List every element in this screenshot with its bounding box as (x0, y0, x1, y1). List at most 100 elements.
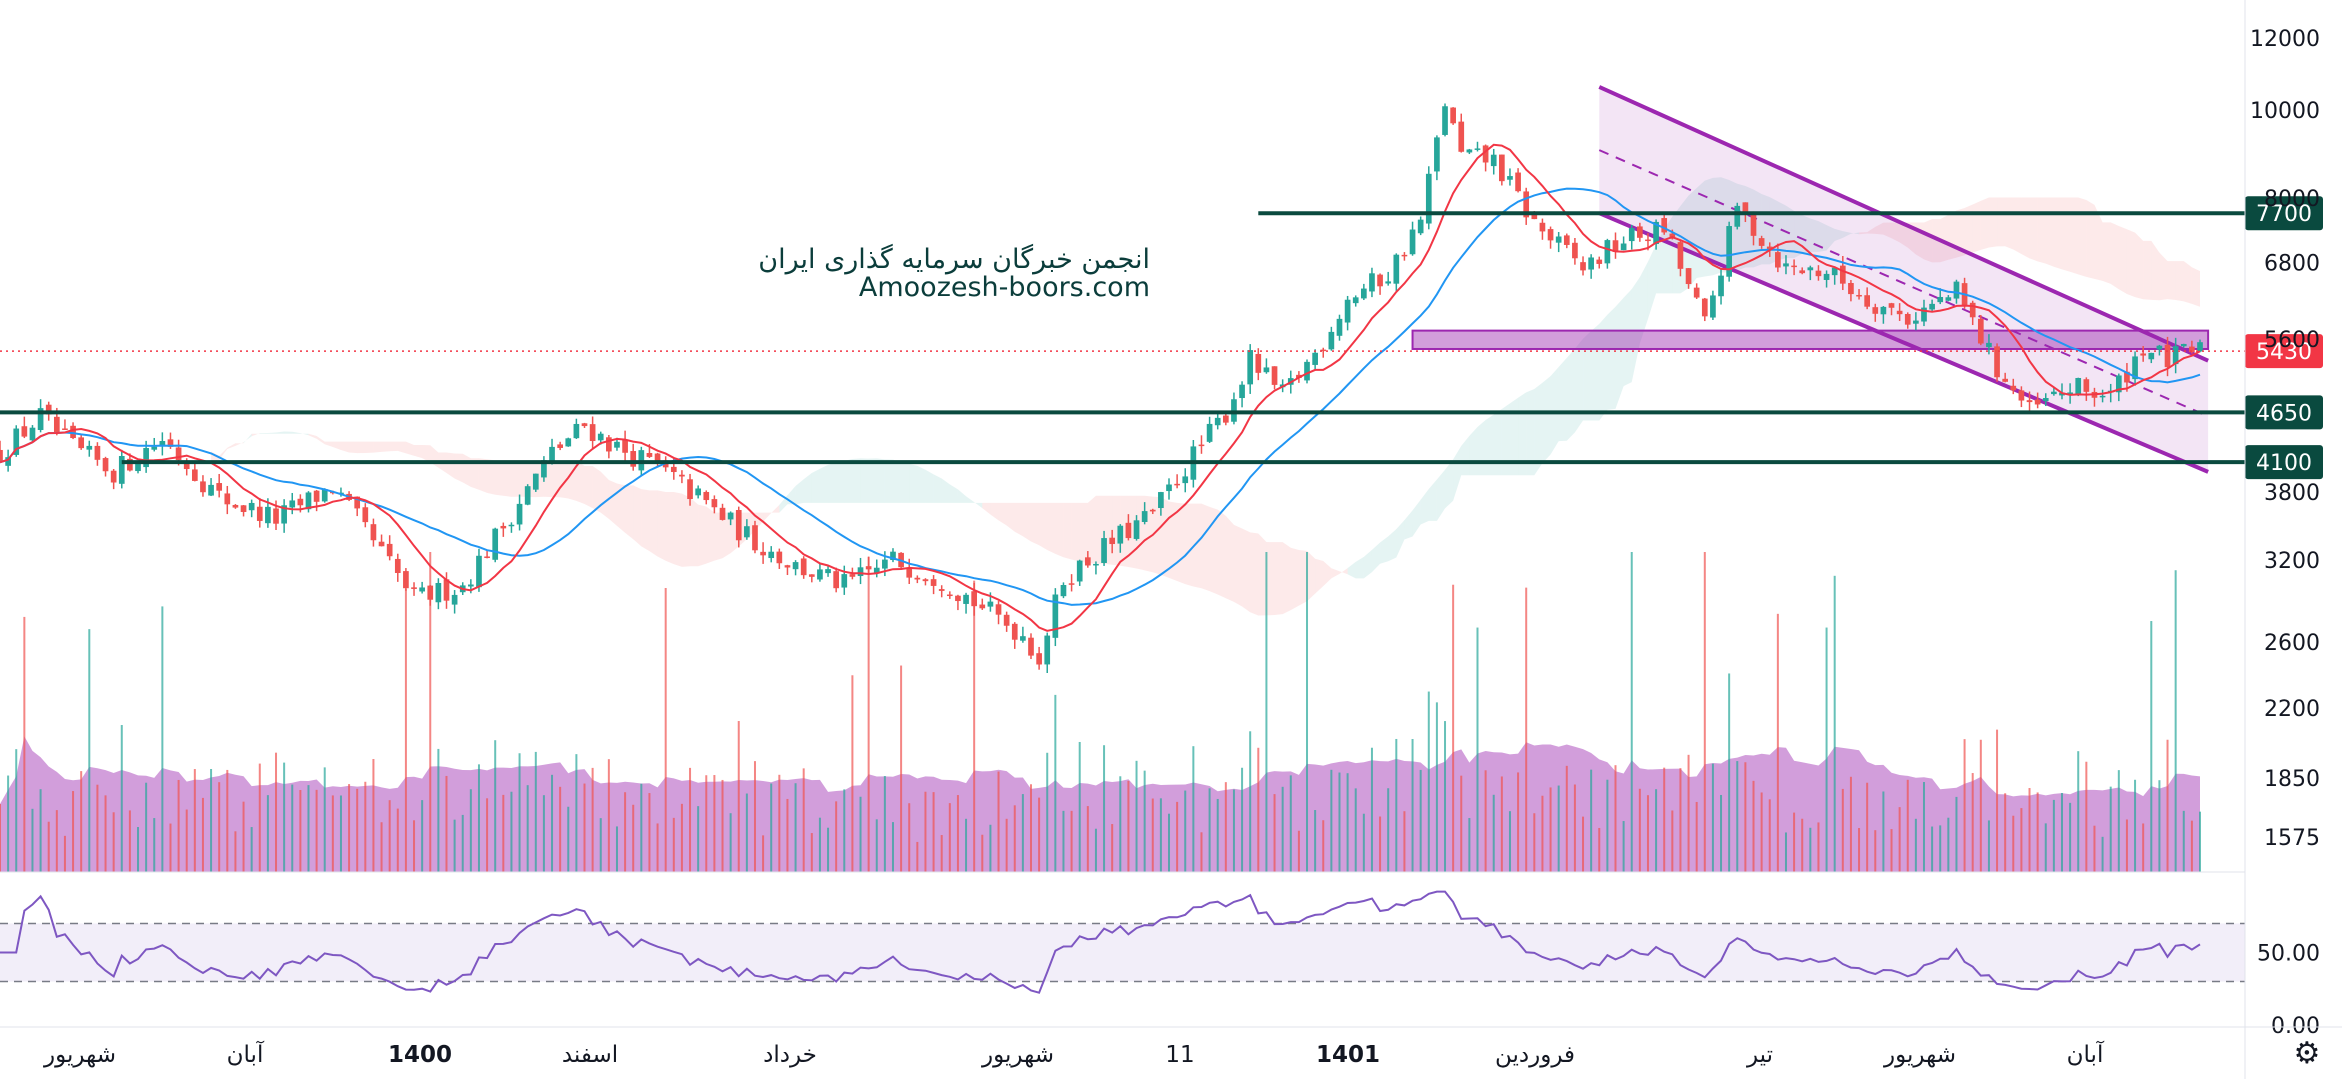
volume-bar (2093, 825, 2096, 872)
volume-bar (453, 819, 456, 872)
cloud-segment (1826, 225, 1835, 251)
candle-body (1864, 295, 1870, 307)
cloud-segment (860, 458, 869, 503)
volume-bar (1208, 788, 1211, 872)
cloud-segment (1891, 222, 1900, 243)
volume-bar (1297, 830, 1300, 872)
volume-pane (0, 552, 2201, 872)
candle-body (1198, 444, 1205, 447)
volume-bar (210, 768, 213, 872)
candle-body (1839, 265, 1846, 284)
volume-bar (1801, 818, 1804, 872)
candle-body (175, 447, 182, 461)
candle-body (679, 474, 685, 477)
candle-body (1986, 342, 1992, 348)
cloud-segment (1493, 408, 1502, 476)
candle-body (1685, 268, 1692, 285)
candle-body (1182, 476, 1189, 484)
candle-body (151, 446, 158, 450)
candle-body (1084, 557, 1091, 566)
volume-bar (242, 801, 245, 872)
volume-bar (1021, 794, 1024, 872)
volume-bar (307, 785, 310, 872)
cloud-segment (1477, 420, 1486, 476)
price-tick-label: 1850 (2264, 767, 2320, 792)
volume-bar (851, 675, 854, 872)
volume-bar (713, 775, 716, 872)
volume-bar (1590, 769, 1593, 872)
volume-bar (177, 779, 180, 872)
volume-bar (518, 753, 521, 872)
volume-bar (2109, 786, 2112, 872)
price-tick-label: 3800 (2264, 481, 2320, 506)
candle-body (386, 543, 393, 557)
volume-bar (55, 810, 58, 872)
candle-body (1166, 484, 1172, 492)
volume-bar (640, 783, 643, 872)
candle-body (273, 508, 279, 524)
cloud-segment (422, 444, 431, 463)
cloud-segment (1956, 208, 1965, 258)
candle-body (1718, 275, 1724, 297)
volume-bar (1241, 767, 1244, 872)
candle-body (70, 425, 76, 439)
candle-body (110, 470, 117, 483)
candle-body (1149, 509, 1156, 512)
cloud-segment (909, 463, 918, 503)
gear-icon[interactable]: ⚙ (2293, 1036, 2321, 1071)
candle-body (1141, 511, 1148, 522)
cloud-segment (2045, 197, 2054, 267)
volume-bar (940, 835, 943, 872)
volume-bar (843, 789, 846, 872)
time-tick-label: 1401 (1316, 1042, 1380, 1068)
candle-body (524, 486, 531, 505)
volume-bar (1671, 810, 1674, 872)
volume-bar (1338, 772, 1341, 872)
volume-bar (1403, 811, 1406, 872)
candle-body (1052, 594, 1059, 638)
cloud-segment (1753, 189, 1762, 268)
volume-bar (1703, 552, 1706, 872)
candle-body (2164, 344, 2171, 368)
channel-fill (1599, 86, 2209, 472)
price-tick-label: 12000 (2250, 27, 2320, 52)
candle-body (1677, 242, 1684, 269)
cloud-segment (1972, 200, 1981, 253)
cloud-segment (876, 458, 885, 503)
volume-bar (624, 792, 627, 872)
volume-bar (31, 808, 34, 872)
candle-body (2124, 371, 2130, 383)
volume-bar (2142, 823, 2145, 872)
volume-bar (1971, 773, 1974, 872)
cloud-segment (1217, 509, 1226, 599)
cloud-segment (2070, 197, 2079, 275)
candle-body (1482, 145, 1489, 163)
volume-bar (2020, 808, 2023, 872)
candle-body (971, 591, 978, 607)
candle-body (1060, 585, 1067, 597)
volume-ma-area (0, 736, 2200, 872)
volume-bar (1460, 775, 1463, 872)
volume-bar (2125, 819, 2128, 872)
volume-bar (421, 800, 424, 872)
candle-body (94, 445, 101, 460)
candle-body (1312, 352, 1318, 365)
volume-bar (1606, 779, 1609, 872)
cloud-segment (2029, 197, 2038, 262)
volume-bar (1582, 816, 1585, 872)
candle-body (784, 565, 791, 568)
cloud-segment (1607, 306, 1616, 410)
candle-body (516, 503, 523, 525)
cloud-segment (1258, 533, 1267, 616)
candle-body (1076, 560, 1083, 582)
volume-bar (1289, 775, 1292, 872)
candle-body (321, 489, 328, 502)
volume-bar (1849, 776, 1852, 872)
candle-body (654, 453, 661, 463)
cloud-segment (1566, 348, 1575, 441)
cloud-segment (1169, 501, 1178, 581)
volume-bar (1793, 812, 1796, 872)
candle-body (2002, 378, 2009, 382)
candle-body (265, 506, 271, 524)
